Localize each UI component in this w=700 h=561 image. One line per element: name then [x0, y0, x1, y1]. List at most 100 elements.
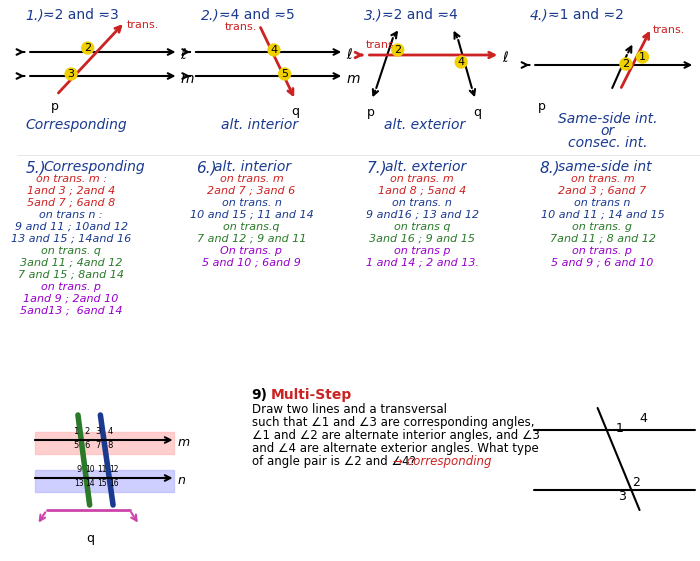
Text: m: m — [346, 72, 360, 86]
Text: q: q — [474, 106, 482, 119]
Text: and ∠4 are alternate exterior angles. What type: and ∠4 are alternate exterior angles. Wh… — [251, 442, 538, 455]
Text: q: q — [291, 105, 300, 118]
Text: 6: 6 — [84, 442, 90, 450]
Text: 1and 8 ; 5and 4: 1and 8 ; 5and 4 — [378, 186, 466, 196]
Text: 7 and 15 ; 8and 14: 7 and 15 ; 8and 14 — [18, 270, 124, 280]
Text: 4: 4 — [640, 412, 648, 425]
Text: on trans.q: on trans.q — [223, 222, 280, 232]
Text: 2and 3 ; 6and 7: 2and 3 ; 6and 7 — [559, 186, 647, 196]
Text: 5 and 9 ; 6 and 10: 5 and 9 ; 6 and 10 — [552, 258, 654, 268]
Text: → corresponding: → corresponding — [393, 455, 491, 468]
Text: Corresponding: Corresponding — [25, 118, 127, 132]
Text: 2and 7 ; 3and 6: 2and 7 ; 3and 6 — [207, 186, 295, 196]
Text: on trans. m :: on trans. m : — [36, 174, 106, 184]
Text: 2: 2 — [394, 45, 401, 55]
Text: 3: 3 — [618, 490, 626, 503]
Text: 3: 3 — [68, 69, 75, 79]
Text: Corresponding: Corresponding — [44, 160, 146, 174]
Bar — [35, 432, 174, 454]
Text: 9 and 11 ; 10and 12: 9 and 11 ; 10and 12 — [15, 222, 127, 232]
Text: on trans. m: on trans. m — [570, 174, 634, 184]
Text: Multi-Step: Multi-Step — [271, 388, 352, 402]
Text: trans.: trans. — [653, 25, 685, 35]
Text: trans.: trans. — [225, 22, 258, 32]
Text: 3: 3 — [96, 427, 101, 436]
Text: on trans. p: on trans. p — [41, 282, 101, 292]
Text: 2: 2 — [84, 43, 91, 53]
Text: ≂2 and ≂3: ≂2 and ≂3 — [43, 8, 118, 22]
Text: on trans q: on trans q — [394, 222, 450, 232]
Text: on trans. n: on trans. n — [222, 198, 281, 208]
Text: 6.): 6.) — [196, 160, 216, 175]
Text: 7.): 7.) — [367, 160, 387, 175]
Text: or: or — [601, 124, 615, 138]
Text: 1.): 1.) — [25, 8, 44, 22]
Text: 9: 9 — [76, 466, 81, 475]
Text: ≂2 and ≂4: ≂2 and ≂4 — [382, 8, 458, 22]
Text: 4.): 4.) — [529, 8, 548, 22]
Text: Same-side int.: Same-side int. — [558, 112, 657, 126]
Text: 4: 4 — [108, 427, 113, 436]
Text: 11: 11 — [97, 466, 107, 475]
Text: 10 and 15 ; 11 and 14: 10 and 15 ; 11 and 14 — [190, 210, 314, 220]
Text: 8: 8 — [107, 442, 113, 450]
Text: 1: 1 — [616, 421, 624, 435]
Text: 5and13 ;  6and 14: 5and13 ; 6and 14 — [20, 306, 122, 316]
Text: ≂1 and ≂2: ≂1 and ≂2 — [548, 8, 624, 22]
Text: n: n — [177, 475, 186, 488]
Text: q: q — [87, 532, 94, 545]
Text: 4: 4 — [270, 45, 277, 55]
Text: trans.: trans. — [127, 20, 159, 30]
Text: 5: 5 — [281, 69, 288, 79]
Text: m: m — [181, 72, 194, 86]
Text: 1: 1 — [639, 52, 646, 62]
Text: alt. exterior: alt. exterior — [384, 118, 466, 132]
Text: 15: 15 — [97, 480, 107, 489]
Text: 12: 12 — [109, 466, 119, 475]
Text: 9 and16 ; 13 and 12: 9 and16 ; 13 and 12 — [365, 210, 479, 220]
Text: 1and 9 ; 2and 10: 1and 9 ; 2and 10 — [23, 294, 119, 304]
Text: 9): 9) — [251, 388, 267, 402]
Text: on trans n :: on trans n : — [39, 210, 103, 220]
Text: 2: 2 — [622, 59, 629, 69]
Text: 1: 1 — [74, 427, 78, 436]
Text: 16: 16 — [109, 480, 119, 489]
Text: ∠1 and ∠2 are alternate interior angles, and ∠3: ∠1 and ∠2 are alternate interior angles,… — [251, 429, 540, 442]
Text: m: m — [177, 436, 190, 449]
Text: 7: 7 — [96, 442, 101, 450]
Text: ≂4 and ≂5: ≂4 and ≂5 — [219, 8, 295, 22]
Text: 2.): 2.) — [201, 8, 219, 22]
Text: on trans n: on trans n — [574, 198, 631, 208]
Text: ℓ: ℓ — [346, 48, 352, 62]
Text: 10: 10 — [85, 466, 95, 475]
Text: 3and 16 ; 9 and 15: 3and 16 ; 9 and 15 — [369, 234, 475, 244]
Text: 5 and 10 ; 6and 9: 5 and 10 ; 6and 9 — [202, 258, 301, 268]
Text: p: p — [367, 106, 374, 119]
Text: 2: 2 — [84, 427, 90, 436]
Text: 7 and 12 ; 9 and 11: 7 and 12 ; 9 and 11 — [197, 234, 307, 244]
Text: 4: 4 — [458, 57, 465, 67]
Text: p: p — [538, 100, 546, 113]
Text: 13 and 15 ; 14and 16: 13 and 15 ; 14and 16 — [11, 234, 132, 244]
Text: such that ∠1 and ∠3 are corresponding angles,: such that ∠1 and ∠3 are corresponding an… — [251, 416, 534, 429]
Text: on trans. q: on trans. q — [41, 246, 101, 256]
Text: on trans. m: on trans. m — [220, 174, 284, 184]
Text: 2: 2 — [631, 476, 640, 489]
Text: 1 and 14 ; 2 and 13.: 1 and 14 ; 2 and 13. — [365, 258, 479, 268]
Text: trans.: trans. — [365, 40, 398, 50]
Text: on trans. g: on trans. g — [573, 222, 633, 232]
Text: on trans. p: on trans. p — [573, 246, 633, 256]
Text: ℓ: ℓ — [502, 51, 508, 65]
Text: 13: 13 — [74, 480, 84, 489]
Text: consec. int.: consec. int. — [568, 136, 647, 150]
Text: on trans. n: on trans. n — [392, 198, 452, 208]
Text: on trans p: on trans p — [394, 246, 450, 256]
Text: of angle pair is ∠2 and ∠4?: of angle pair is ∠2 and ∠4? — [251, 455, 415, 468]
Text: 3and 11 ; 4and 12: 3and 11 ; 4and 12 — [20, 258, 122, 268]
Text: 5and 7 ; 6and 8: 5and 7 ; 6and 8 — [27, 198, 116, 208]
Text: alt. interior: alt. interior — [214, 160, 292, 174]
Text: alt. exterior: alt. exterior — [385, 160, 466, 174]
Text: 1and 3 ; 2and 4: 1and 3 ; 2and 4 — [27, 186, 116, 196]
Text: 5: 5 — [74, 442, 78, 450]
Bar — [35, 470, 174, 492]
